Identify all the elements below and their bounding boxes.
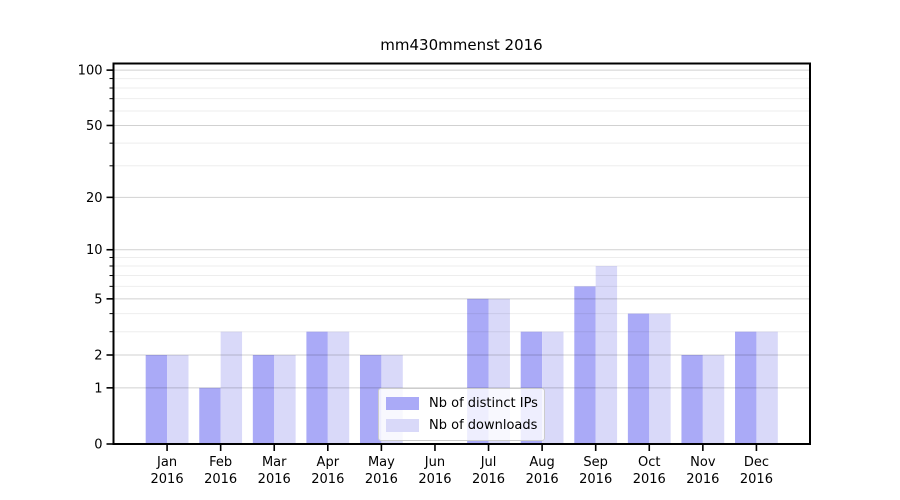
x-tick-label-month: Apr xyxy=(317,455,340,470)
y-tick-label: 50 xyxy=(86,119,103,134)
x-tick-label-month: Sep xyxy=(583,455,608,470)
x-tick-label-year: 2016 xyxy=(204,472,237,487)
legend-item-distinct-ips: Nb of distinct IPs xyxy=(386,396,538,411)
x-tick-label-month: Oct xyxy=(638,455,660,470)
legend-swatch-downloads xyxy=(386,419,419,432)
legend-label-distinct-ips: Nb of distinct IPs xyxy=(429,396,538,411)
y-tick-label: 5 xyxy=(94,292,102,307)
x-tick-label-year: 2016 xyxy=(686,472,719,487)
x-tick-label-year: 2016 xyxy=(740,472,773,487)
bar-feb-nb-of-downloads xyxy=(220,331,243,444)
legend: Nb of distinct IPs Nb of downloads xyxy=(378,388,545,441)
bar-oct-nb-of-distinct-ips xyxy=(627,313,650,444)
x-tick-label-year: 2016 xyxy=(579,472,612,487)
bar-aug-nb-of-downloads xyxy=(542,331,564,444)
y-tick-label: 0 xyxy=(94,438,102,453)
y-tick-label: 10 xyxy=(86,243,103,258)
bar-nov-nb-of-distinct-ips xyxy=(681,354,703,444)
x-tick-label-year: 2016 xyxy=(151,472,184,487)
x-tick-label-year: 2016 xyxy=(365,472,398,487)
bar-sep-nb-of-downloads xyxy=(595,265,618,444)
legend-item-downloads: Nb of downloads xyxy=(386,418,538,433)
x-tick-label-year: 2016 xyxy=(418,472,451,487)
y-tick-label: 100 xyxy=(78,64,103,79)
x-tick-label-month: Nov xyxy=(690,455,716,470)
y-tick-label: 1 xyxy=(94,381,102,396)
legend-label-downloads: Nb of downloads xyxy=(429,418,538,433)
bar-feb-nb-of-distinct-ips xyxy=(199,387,221,444)
bar-nov-nb-of-downloads xyxy=(702,354,725,444)
bar-jan-nb-of-distinct-ips xyxy=(145,354,168,444)
x-tick-label-year: 2016 xyxy=(311,472,344,487)
x-tick-label-year: 2016 xyxy=(258,472,291,487)
x-tick-label-year: 2016 xyxy=(472,472,505,487)
axes-spines xyxy=(112,62,811,445)
bar-apr-nb-of-distinct-ips xyxy=(306,331,328,444)
bar-sep-nb-of-distinct-ips xyxy=(574,286,596,444)
x-tick-label-month: Feb xyxy=(209,455,232,470)
x-tick-label-month: Mar xyxy=(262,455,287,470)
x-tick-label-year: 2016 xyxy=(526,472,559,487)
y-tick-label: 20 xyxy=(86,191,103,206)
x-tick-label-month: May xyxy=(368,455,395,470)
x-tick-label-month: Jun xyxy=(424,455,445,470)
bar-mar-nb-of-distinct-ips xyxy=(252,354,275,444)
x-tick-label-year: 2016 xyxy=(633,472,666,487)
bar-may-nb-of-distinct-ips xyxy=(359,354,382,444)
bar-dec-nb-of-distinct-ips xyxy=(735,331,757,444)
x-tick-label-month: Aug xyxy=(529,455,554,470)
x-tick-label-month: Dec xyxy=(744,455,769,470)
x-tick-label-month: Jan xyxy=(156,455,177,470)
bar-dec-nb-of-downloads xyxy=(756,331,778,444)
bar-oct-nb-of-downloads xyxy=(649,313,671,444)
chart-title: mm430mmenst 2016 xyxy=(380,36,543,54)
y-tick-label: 2 xyxy=(94,348,102,363)
legend-swatch-distinct-ips xyxy=(386,397,419,410)
bar-mar-nb-of-downloads xyxy=(274,354,296,444)
bar-jan-nb-of-downloads xyxy=(167,354,189,444)
x-tick-label-month: Jul xyxy=(480,455,497,470)
bar-apr-nb-of-downloads xyxy=(327,331,350,444)
